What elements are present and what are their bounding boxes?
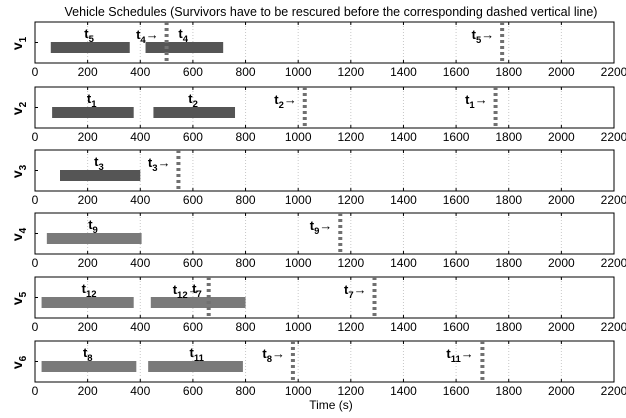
x-tick-label: 1400 — [390, 130, 417, 144]
x-tick-label: 1400 — [390, 256, 417, 270]
x-tick-label: 800 — [236, 65, 256, 79]
x-tick-label: 2000 — [548, 193, 575, 207]
x-tick-label: 1200 — [337, 384, 364, 398]
x-tick-label: 600 — [183, 320, 203, 334]
x-tick-label: 2200 — [601, 193, 626, 207]
x-tick-label: 2000 — [548, 65, 575, 79]
x-tick-label: 600 — [183, 65, 203, 79]
x-tick-label: 1200 — [337, 320, 364, 334]
x-tick-label: 1400 — [390, 384, 417, 398]
x-tick-label: 800 — [236, 193, 256, 207]
x-tick-label: 2000 — [548, 130, 575, 144]
x-tick-label: 1800 — [495, 193, 522, 207]
x-tick-label: 1800 — [495, 130, 522, 144]
x-tick-label: 2200 — [601, 320, 626, 334]
x-tick-label: 400 — [130, 256, 150, 270]
x-tick-label: 400 — [130, 65, 150, 79]
vehicle-label-v1: v1 — [9, 36, 29, 50]
x-tick-label: 1000 — [285, 256, 312, 270]
x-tick-label: 200 — [78, 130, 98, 144]
x-tick-label: 2000 — [548, 256, 575, 270]
x-tick-label: 1200 — [337, 193, 364, 207]
x-tick-label: 1000 — [285, 384, 312, 398]
x-tick-label: 1600 — [443, 193, 470, 207]
x-tick-label: 200 — [78, 193, 98, 207]
vehicle-panel-4: t9 t9→0 200 400 600 800 1000 1200 1400 1600 1800 20… — [9, 213, 626, 270]
vehicle-panel-2: t1 t2 t2→ t1→ 0 200 400 600 800 1000 1200 1400 1600 1… — [9, 87, 626, 144]
vehicle-panel-6: t8 t11 t8→ t11→ 0 200 400 600 800 1000 1200 1400 160… — [9, 341, 626, 398]
x-tick-label: 400 — [130, 130, 150, 144]
x-tick-label: 1000 — [285, 130, 312, 144]
x-tick-label: 800 — [236, 320, 256, 334]
x-tick-label: 1600 — [443, 320, 470, 334]
x-tick-label: 400 — [130, 320, 150, 334]
x-tick-label: 800 — [236, 384, 256, 398]
x-tick-label: 1000 — [285, 65, 312, 79]
x-tick-label: 600 — [183, 256, 203, 270]
vehicle-panel-3: t3 t3→0 200 400 600 800 1000 1200 1400 1600 1800 20… — [9, 150, 626, 207]
x-tick-label: 1800 — [495, 320, 522, 334]
x-tick-label: 1600 — [443, 384, 470, 398]
x-tick-label: 1200 — [337, 65, 364, 79]
x-tick-label: 1600 — [443, 256, 470, 270]
x-tick-label: 200 — [78, 65, 98, 79]
x-tick-label: 1600 — [443, 130, 470, 144]
x-tick-label: 0 — [32, 65, 39, 79]
x-tick-label: 1000 — [285, 320, 312, 334]
x-tick-label: 2200 — [601, 130, 626, 144]
x-tick-label: 800 — [236, 256, 256, 270]
x-axis-label: Time (s) — [309, 398, 353, 412]
x-tick-label: 2200 — [601, 65, 626, 79]
x-tick-label: 600 — [183, 130, 203, 144]
x-tick-label: 1400 — [390, 320, 417, 334]
vehicle-panel-1: t5 t4 t4→ t5→ 0 200 400 600 800 1000 1200 1400 1600 1… — [9, 22, 626, 79]
x-tick-label: 0 — [32, 256, 39, 270]
x-tick-label: 2000 — [548, 320, 575, 334]
x-tick-label: 400 — [130, 193, 150, 207]
x-tick-label: 200 — [78, 384, 98, 398]
x-tick-label: 1800 — [495, 384, 522, 398]
x-tick-label: 200 — [78, 256, 98, 270]
x-tick-label: 600 — [183, 384, 203, 398]
x-tick-label: 600 — [183, 193, 203, 207]
x-tick-label: 0 — [32, 193, 39, 207]
vehicle-panels: t5 t4t4→ t5→0 200 400 600 800 1000 1200 1400 1600 1… — [9, 22, 626, 398]
x-tick-label: 1200 — [337, 256, 364, 270]
x-tick-label: 2200 — [601, 256, 626, 270]
vehicle-label-v6: v6 — [9, 355, 29, 369]
x-tick-label: 1400 — [390, 65, 417, 79]
chart-title: Vehicle Schedules (Survivors have to be … — [65, 5, 598, 19]
x-tick-label: 1200 — [337, 130, 364, 144]
x-tick-label: 800 — [236, 130, 256, 144]
x-tick-label: 1000 — [285, 193, 312, 207]
x-tick-label: 400 — [130, 384, 150, 398]
x-tick-label: 2200 — [601, 384, 626, 398]
vehicle-label-v5: v5 — [9, 291, 29, 305]
x-tick-label: 0 — [32, 384, 39, 398]
x-tick-label: 1800 — [495, 65, 522, 79]
x-tick-label: 1600 — [443, 65, 470, 79]
x-tick-label: 1800 — [495, 256, 522, 270]
x-tick-label: 2000 — [548, 384, 575, 398]
vehicle-label-v4: v4 — [9, 227, 29, 241]
vehicle-label-v2: v2 — [9, 101, 29, 115]
x-tick-label: 1400 — [390, 193, 417, 207]
x-tick-label: 200 — [78, 320, 98, 334]
x-tick-label: 0 — [32, 130, 39, 144]
x-tick-label: 0 — [32, 320, 39, 334]
vehicle-label-v3: v3 — [9, 164, 29, 178]
